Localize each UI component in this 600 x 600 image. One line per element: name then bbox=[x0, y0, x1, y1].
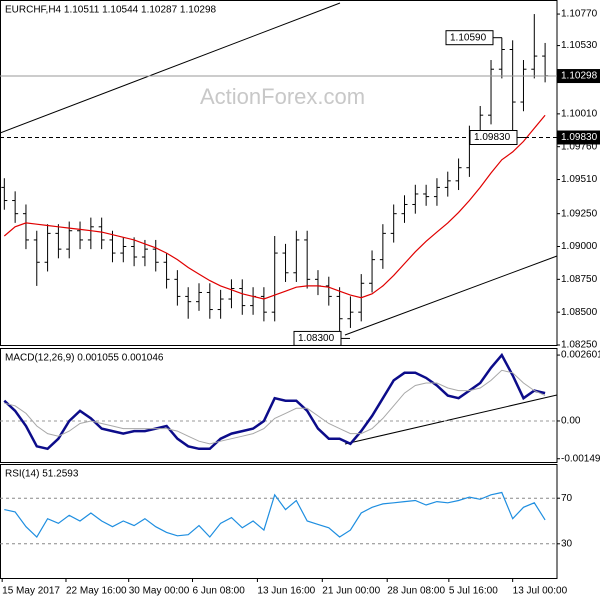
panel-border bbox=[0, 0, 558, 346]
y-tick-label: 0.00 bbox=[561, 416, 581, 427]
y-tick-label: 0.002601 bbox=[561, 350, 600, 361]
watermark: ActionForex.com bbox=[200, 84, 365, 109]
series-line bbox=[3, 114, 546, 300]
price-level-box bbox=[557, 130, 600, 145]
x-tick-label: 21 Jun 00:00 bbox=[322, 586, 380, 597]
panel-title: MACD(12,26,9) 0.001055 0.001046 bbox=[5, 353, 164, 364]
x-tick-label: 5 Jul 16:00 bbox=[449, 586, 498, 597]
y-tick-label: -0.001491 bbox=[561, 453, 600, 464]
series-line bbox=[4, 491, 546, 538]
annotation-label: 1.08300 bbox=[298, 333, 335, 344]
x-tick-label: 13 Jul 00:00 bbox=[513, 586, 568, 597]
y-tick-label: 1.09510 bbox=[561, 174, 598, 185]
price-level-label: 1.10298 bbox=[561, 71, 598, 82]
price-level-label: 1.09830 bbox=[561, 132, 598, 143]
x-tick-label: 6 Jun 08:00 bbox=[193, 586, 246, 597]
x-tick-label: 22 May 16:00 bbox=[66, 586, 127, 597]
y-tick-label: 30 bbox=[561, 538, 573, 549]
annotation-box bbox=[445, 30, 494, 46]
panel-title: EURCHF,H4 1.10511 1.10544 1.10287 1.1029… bbox=[5, 5, 217, 16]
x-tick-label: 30 May 00:00 bbox=[129, 586, 190, 597]
y-tick-label: 1.08750 bbox=[561, 274, 598, 285]
y-tick-label: 70 bbox=[561, 493, 573, 504]
trend-line bbox=[344, 394, 558, 445]
series-line bbox=[4, 369, 546, 445]
x-tick-label: 13 Jun 16:00 bbox=[257, 586, 315, 597]
annotation-label: 1.09830 bbox=[474, 132, 511, 143]
y-tick-label: 1.09250 bbox=[561, 208, 598, 219]
y-tick-label: 1.08250 bbox=[561, 340, 598, 351]
y-tick-label: 1.10770 bbox=[561, 9, 598, 20]
annotation-box bbox=[293, 330, 342, 346]
x-tick-label: 15 May 2017 bbox=[2, 586, 60, 597]
y-tick-label: 1.10530 bbox=[561, 40, 598, 51]
y-tick-label: 1.08500 bbox=[561, 307, 598, 318]
y-tick-label: 1.09000 bbox=[561, 241, 598, 252]
x-tick-label: 28 Jun 08:00 bbox=[387, 586, 445, 597]
annotation-box bbox=[469, 130, 518, 146]
panel-border bbox=[0, 464, 558, 579]
y-tick-label: 1.09760 bbox=[561, 141, 598, 152]
panel-border bbox=[0, 348, 558, 463]
price-level-box bbox=[557, 69, 600, 84]
trend-line bbox=[0, 2, 341, 134]
y-tick-label: 1.10010 bbox=[561, 109, 598, 120]
annotation-label: 1.10590 bbox=[450, 32, 487, 43]
panel-title: RSI(14) 51.2593 bbox=[5, 469, 79, 480]
trend-line bbox=[344, 255, 558, 336]
